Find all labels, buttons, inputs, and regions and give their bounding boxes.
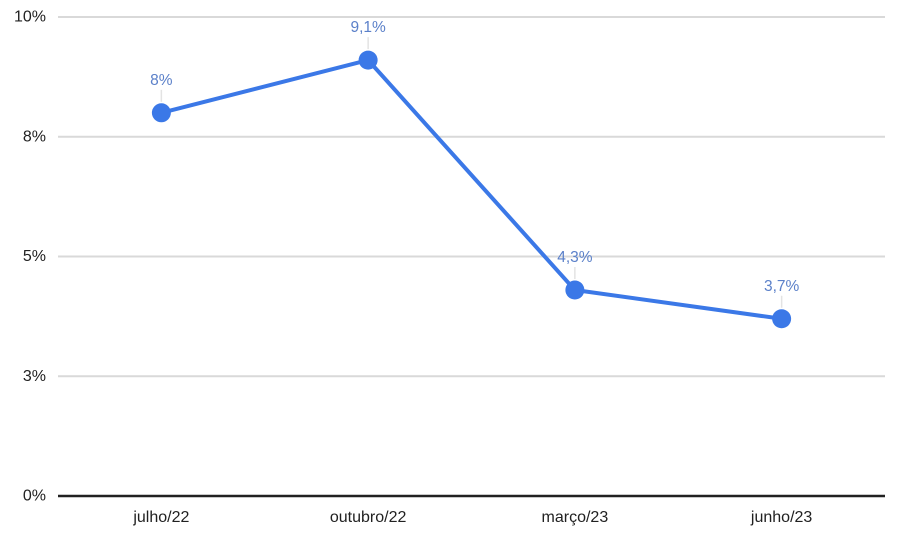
data-point-label: 4,3% (557, 249, 593, 266)
data-point (358, 50, 378, 70)
x-tick-label: outubro/22 (330, 509, 407, 526)
data-point-label: 9,1% (350, 19, 386, 36)
data-point-label: 3,7% (764, 278, 800, 295)
y-tick-label: 8% (23, 128, 46, 145)
y-tick-label: 3% (23, 368, 46, 385)
y-tick-label: 5% (23, 248, 46, 265)
data-point (772, 309, 792, 329)
x-tick-label: junho/23 (750, 509, 812, 526)
x-tick-label: março/23 (542, 509, 609, 526)
data-point-label: 8% (150, 72, 173, 89)
y-tick-label: 10% (14, 9, 46, 26)
series-line (159, 58, 784, 321)
data-point (565, 280, 585, 300)
data-point (151, 103, 171, 123)
y-tick-label: 0% (23, 488, 46, 505)
x-tick-label: julho/22 (132, 509, 189, 526)
